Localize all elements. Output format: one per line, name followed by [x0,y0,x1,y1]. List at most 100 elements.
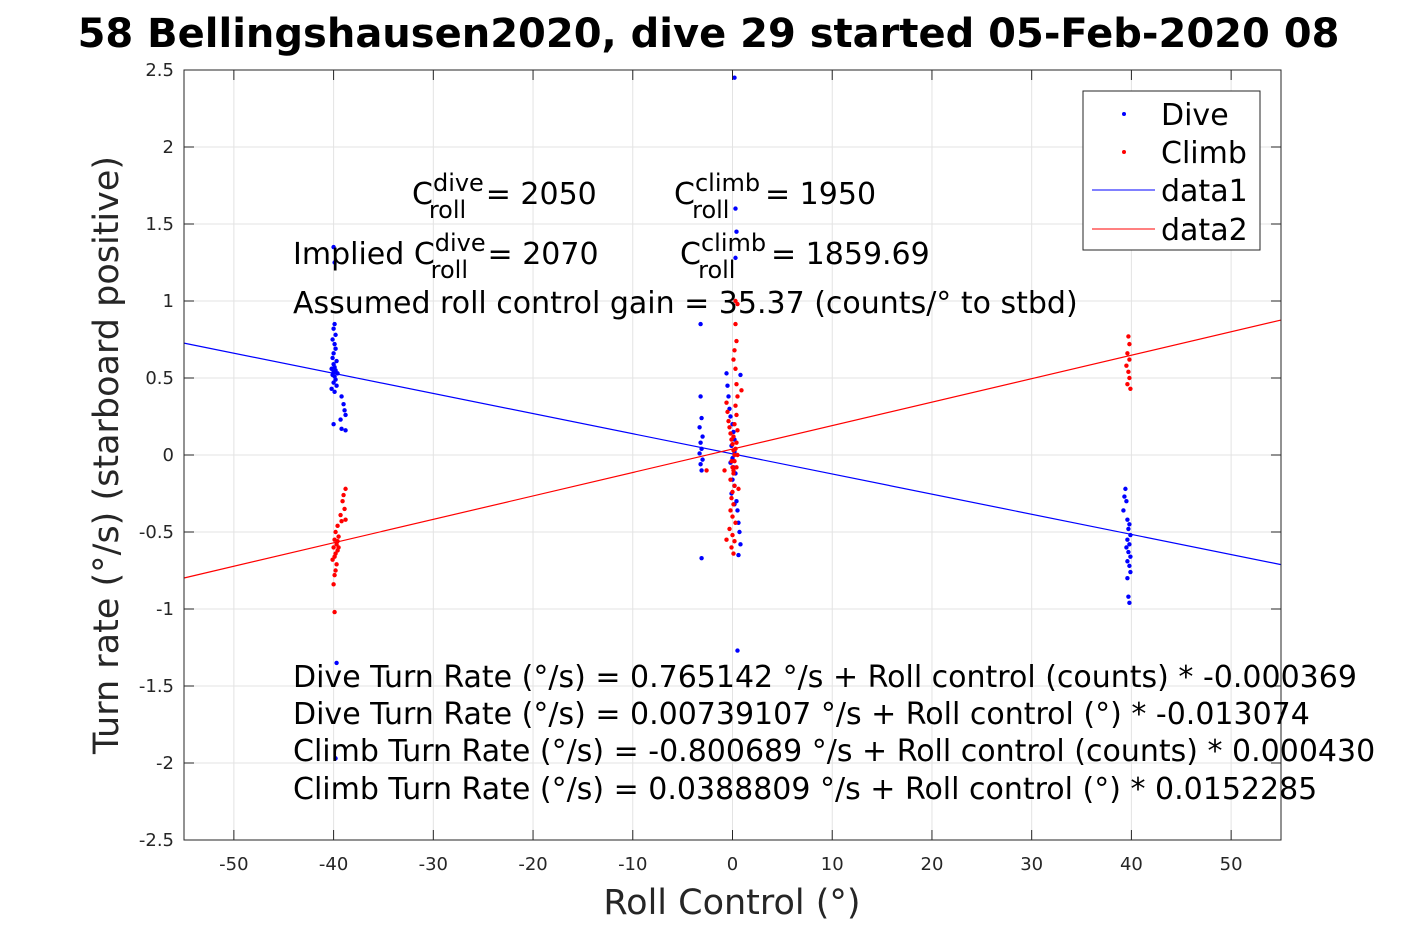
legend-dive-marker [1122,112,1126,116]
dive-point [339,426,344,432]
dive-point [737,529,742,535]
climb-point [725,409,730,415]
dive-point [333,346,338,351]
climb-point [731,468,736,473]
dive-point [1127,600,1132,606]
climb-point [739,388,744,393]
y-tick-label: 2.5 [145,60,174,81]
x-tick-label: -40 [319,854,348,875]
climb-point [336,545,341,550]
dive-point [1125,576,1130,581]
dive-point [331,326,336,331]
dive-point [698,321,703,327]
climb-point [728,477,733,482]
climb-point [1127,375,1132,381]
y-tick-label: 0 [163,445,174,466]
dive-point [738,542,743,547]
legend-data1-label: data1 [1161,174,1248,209]
dive-point [734,229,739,234]
climb-point [341,492,346,498]
climb-point [735,452,740,458]
x-tick-label: 10 [821,854,844,875]
x-tick-label: 50 [1220,854,1243,875]
x-tick-label: 40 [1120,854,1143,875]
climb-point [338,512,343,518]
dive-point [733,255,738,261]
climb-point [729,495,734,501]
climb-point [730,514,735,519]
dive-point [724,371,729,376]
climb-point [732,422,737,427]
dive-point [331,351,336,356]
dive-point [335,371,340,376]
climb-point [730,489,735,495]
climb-point [334,562,339,567]
climb-point [1128,386,1133,391]
implied-climb-annotation: Cclimb roll = 1859.69 [680,229,930,284]
c-roll-climb-annotation: Cclimb roll = 1950 [674,169,876,224]
climb-point [335,539,340,544]
c-roll-dive-annotation: Cdive roll = 2050 [412,169,597,224]
dive-point [1126,526,1131,532]
legend-climb-label: Climb [1161,136,1247,171]
dive-point [697,451,702,456]
dive-point [1127,542,1132,547]
dive-point [1128,532,1133,538]
axis-ticks: -50 -40 -30 -20 -10 0 10 20 30 40 50-2.5-2-1.5-1-0… [139,60,1281,875]
climb-point [1125,381,1130,387]
dive-point [333,332,338,338]
climb-point [734,381,739,387]
dive-point [338,417,343,422]
climb-point [1127,357,1132,362]
climb-point [1124,363,1129,368]
climb-point [704,468,709,473]
dive-point [735,508,740,513]
climb-point [731,502,736,507]
dive-point [698,440,703,445]
climb-point [333,529,338,535]
climb-point [1126,334,1131,339]
y-tick-label: -2.5 [139,830,174,851]
dive-point [329,386,334,391]
climb-point [333,568,338,573]
y-tick-label: 0.5 [145,368,174,389]
y-tick-label: -0.5 [139,522,174,543]
dive-point [332,321,337,327]
dive-point [343,412,348,418]
dive-point [699,555,704,561]
climb-point [732,539,737,544]
climb-point [730,442,735,447]
climb-point [729,545,734,550]
x-tick-label: -20 [518,854,547,875]
climb-point [342,506,347,512]
legend: Dive Climb data1 data2 [1082,90,1261,251]
climb-point [732,458,737,464]
dive-point [332,341,337,347]
dive-point [1125,537,1130,542]
legend-climb-marker [1122,150,1126,154]
climb-point [332,572,337,578]
y-tick-label: 1 [163,291,174,312]
y-tick-label: 1.5 [145,214,174,235]
climb-point [732,348,737,353]
dive-point [341,401,346,407]
climb-point [735,428,740,433]
climb-point [727,425,732,430]
x-tick-label: -30 [419,854,448,875]
climb-point [733,321,738,327]
dive-point [1121,508,1126,513]
dive-point [1126,549,1131,555]
dive-point [700,457,705,462]
dive-point [1126,594,1131,599]
climb-point [728,431,733,436]
climb-point [722,468,727,473]
climb-point [730,532,735,538]
dive-point [343,428,348,433]
climb-point [733,520,738,525]
climb-point [728,508,733,513]
climb-point [734,412,739,418]
axes-box [183,69,1282,841]
climb-point [736,486,741,492]
climb-point [731,357,736,362]
